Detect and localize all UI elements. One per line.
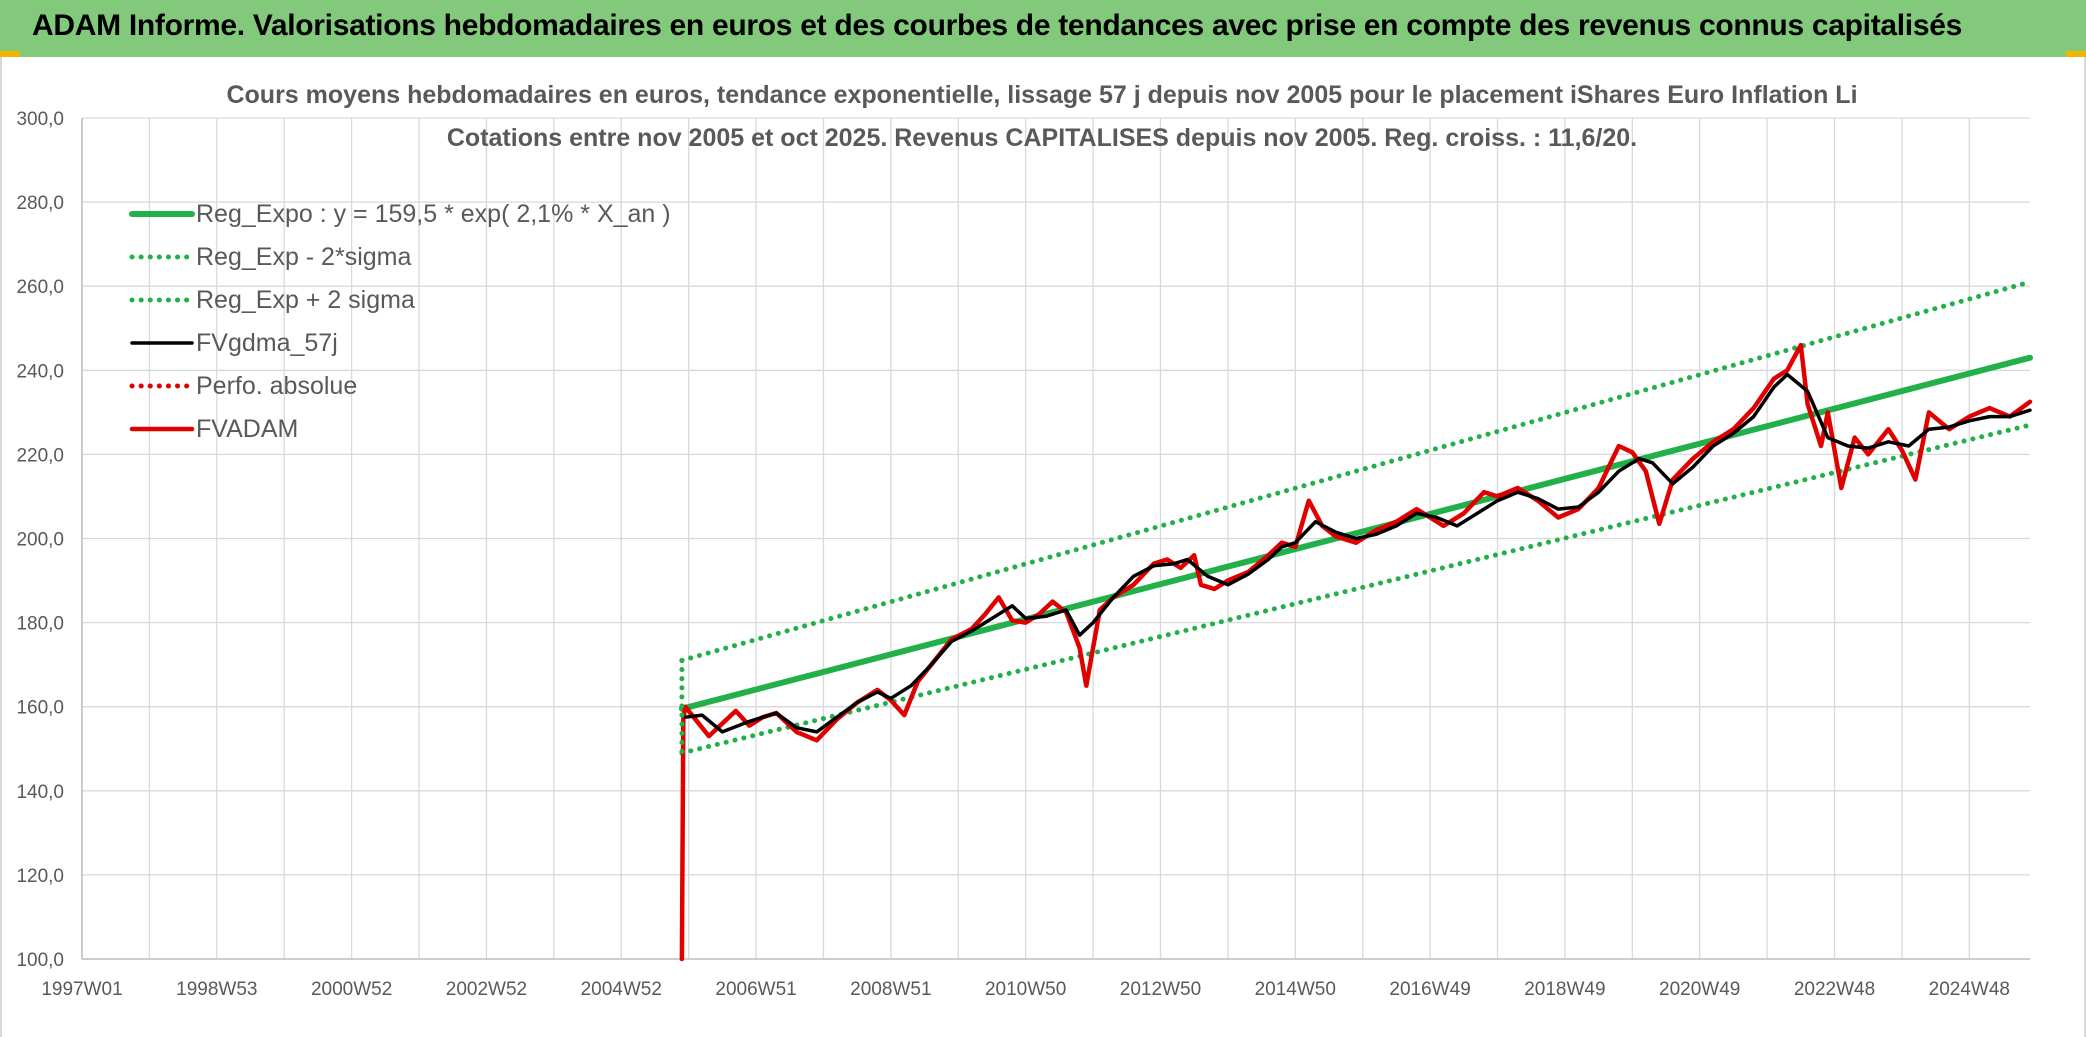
x-tick-label: 2002W52 — [446, 979, 527, 1000]
x-tick-label: 1997W01 — [41, 979, 122, 1000]
x-tick-label: 2010W50 — [985, 979, 1066, 1000]
series-line-reg_exp — [679, 279, 2033, 663]
x-tick-label: 2014W50 — [1255, 979, 1336, 1000]
grid — [81, 117, 2030, 960]
header-banner: ADAM Informe. Valorisations hebdomadaire… — [0, 0, 2086, 57]
chart-svg: Cours moyens hebdomadaires en euros, ten… — [16, 81, 2033, 1000]
x-tick-label: 2004W52 — [581, 979, 662, 1000]
legend: Reg_Expo : y = 159,5 * exp( 2,1% * X_an … — [129, 200, 671, 443]
x-tick-label: 2008W51 — [850, 979, 931, 1000]
chart-area: Cours moyens hebdomadaires en euros, ten… — [0, 57, 2086, 1037]
y-tick-label: 100,0 — [16, 950, 64, 971]
x-axis: 1997W01 1998W53 2000W52 2002W52 2004W52 2006W… — [41, 979, 2010, 1000]
banner-title: ADAM Informe. Valorisations hebdomadaire… — [32, 9, 1963, 42]
x-tick-label: 2020W49 — [1659, 979, 1740, 1000]
corner-mark-left — [0, 51, 20, 57]
x-tick-label: 2022W48 — [1794, 979, 1875, 1000]
legend-label: Reg_Exp - 2*sigma — [196, 243, 411, 271]
x-tick-label: 2018W49 — [1524, 979, 1605, 1000]
legend-label: Perfo. absolue — [196, 372, 357, 400]
legend-label: Reg_Expo : y = 159,5 * exp( 2,1% * X_an … — [196, 200, 671, 228]
y-axis: 100,0 120,0 140,0 160,0 180,0 200,0 220,0 240,0… — [16, 109, 64, 971]
y-tick-label: 240,0 — [16, 361, 64, 382]
y-tick-label: 180,0 — [16, 614, 64, 635]
y-tick-label: 300,0 — [16, 109, 64, 130]
series-line-reg_exp — [679, 422, 2033, 756]
y-tick-label: 220,0 — [16, 445, 64, 466]
y-tick-label: 260,0 — [16, 277, 64, 298]
chart-title: Cours moyens hebdomadaires en euros, ten… — [226, 81, 1857, 109]
x-tick-label: 1998W53 — [176, 979, 257, 1000]
y-tick-label: 140,0 — [16, 782, 64, 803]
x-tick-label: 2016W49 — [1389, 979, 1470, 1000]
y-tick-label: 280,0 — [16, 193, 64, 214]
series-lines — [678, 279, 2033, 962]
chart-subtitle: Cotations entre nov 2005 et oct 2025. Re… — [447, 124, 1637, 152]
y-tick-label: 160,0 — [16, 698, 64, 719]
legend-label: Reg_Exp + 2 sigma — [196, 286, 415, 314]
y-tick-label: 120,0 — [16, 866, 64, 887]
series-line-reg_expo — [678, 354, 2033, 712]
corner-mark-right — [2066, 51, 2086, 57]
x-tick-label: 2012W50 — [1120, 979, 1201, 1000]
x-tick-label: 2006W51 — [715, 979, 796, 1000]
x-tick-label: 2024W48 — [1929, 979, 2010, 1000]
series-line-fvgdma_57j — [683, 372, 2032, 734]
legend-label: FVADAM — [196, 415, 298, 443]
x-tick-label: 2000W52 — [311, 979, 392, 1000]
y-tick-label: 200,0 — [16, 530, 64, 551]
legend-label: FVgdma_57j — [196, 329, 338, 357]
